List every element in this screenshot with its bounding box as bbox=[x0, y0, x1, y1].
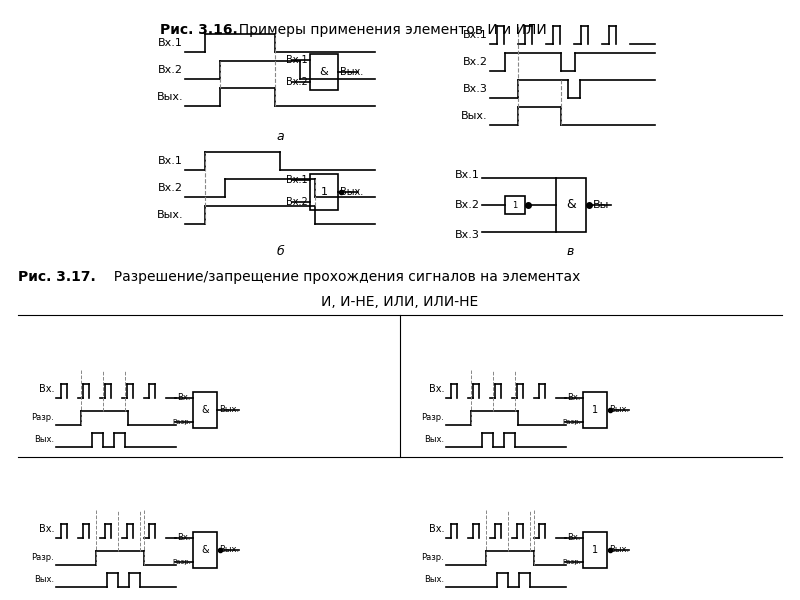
Text: Разр.: Разр. bbox=[562, 419, 581, 425]
Text: Вх.1: Вх.1 bbox=[455, 170, 480, 180]
Text: Рис. 3.16.: Рис. 3.16. bbox=[160, 23, 238, 37]
Text: Вх.: Вх. bbox=[429, 384, 444, 394]
Text: Вы: Вы bbox=[593, 200, 610, 210]
Text: Разр.: Разр. bbox=[31, 413, 54, 422]
Text: а: а bbox=[276, 130, 284, 143]
Text: Разр.: Разр. bbox=[172, 559, 191, 565]
Text: Вх.2: Вх.2 bbox=[158, 183, 183, 193]
Text: Вых.: Вых. bbox=[219, 406, 239, 415]
Text: Вых.: Вых. bbox=[340, 67, 363, 77]
Text: Разр.: Разр. bbox=[31, 553, 54, 563]
Text: Вх.2: Вх.2 bbox=[286, 197, 308, 207]
Text: Вх.2: Вх.2 bbox=[286, 77, 308, 87]
Text: Вх.1: Вх.1 bbox=[158, 38, 183, 48]
Text: Разр.: Разр. bbox=[422, 413, 444, 422]
Text: Вх.3: Вх.3 bbox=[463, 84, 488, 94]
Text: Вых.: Вых. bbox=[156, 210, 183, 220]
Text: 1: 1 bbox=[512, 200, 518, 209]
Text: Вх.: Вх. bbox=[178, 394, 191, 403]
Text: Разр.: Разр. bbox=[172, 419, 191, 425]
Text: Вых.: Вых. bbox=[609, 545, 629, 554]
Text: 1: 1 bbox=[592, 405, 598, 415]
Text: Вх.: Вх. bbox=[178, 533, 191, 542]
Text: Вх.1: Вх.1 bbox=[158, 156, 183, 166]
Text: Вых.: Вых. bbox=[219, 545, 239, 554]
Text: И, И-НЕ, ИЛИ, ИЛИ-НЕ: И, И-НЕ, ИЛИ, ИЛИ-НЕ bbox=[322, 295, 478, 309]
Text: Вх.: Вх. bbox=[567, 533, 581, 542]
Text: Примеры применения элементов И и ИЛИ: Примеры применения элементов И и ИЛИ bbox=[230, 23, 546, 37]
Text: Разр.: Разр. bbox=[562, 559, 581, 565]
Text: Разр.: Разр. bbox=[422, 553, 444, 563]
Text: Вых.: Вых. bbox=[424, 575, 444, 584]
Text: Вх.1: Вх.1 bbox=[286, 175, 308, 185]
Text: Вх.: Вх. bbox=[429, 524, 444, 534]
Text: Вх.3: Вх.3 bbox=[455, 230, 480, 240]
Text: Вх.2: Вх.2 bbox=[463, 57, 488, 67]
Text: в: в bbox=[566, 245, 574, 258]
Text: &: & bbox=[566, 199, 576, 211]
Text: Вх.2: Вх.2 bbox=[455, 200, 480, 210]
Text: Вых.: Вых. bbox=[609, 406, 629, 415]
Bar bbox=[583, 392, 607, 428]
Text: Вх.: Вх. bbox=[38, 524, 54, 534]
Text: &: & bbox=[320, 67, 328, 77]
Text: 1: 1 bbox=[592, 545, 598, 555]
Text: Вых.: Вых. bbox=[156, 92, 183, 102]
Text: Вых.: Вых. bbox=[424, 436, 444, 445]
Text: Вх.1: Вх.1 bbox=[463, 30, 488, 40]
Text: 1: 1 bbox=[321, 187, 327, 197]
Text: Вх.1: Вх.1 bbox=[286, 55, 308, 65]
Bar bbox=[193, 392, 217, 428]
Bar bbox=[193, 532, 217, 568]
Text: Вх.: Вх. bbox=[38, 384, 54, 394]
Text: Вх.: Вх. bbox=[567, 394, 581, 403]
Text: &: & bbox=[201, 405, 209, 415]
Bar bbox=[583, 532, 607, 568]
Text: &: & bbox=[201, 545, 209, 555]
Bar bbox=[310, 174, 338, 210]
Text: Вых.: Вых. bbox=[34, 436, 54, 445]
Text: Рис. 3.17.: Рис. 3.17. bbox=[18, 270, 96, 284]
Text: б: б bbox=[276, 245, 284, 258]
Bar bbox=[556, 178, 586, 232]
Text: Разрешение/запрещение прохождения сигналов на элементах: Разрешение/запрещение прохождения сигнал… bbox=[105, 270, 580, 284]
Text: Вх.2: Вх.2 bbox=[158, 65, 183, 75]
Text: Вых.: Вых. bbox=[34, 575, 54, 584]
Text: Вых.: Вых. bbox=[462, 111, 488, 121]
Bar bbox=[505, 196, 525, 214]
Bar bbox=[310, 54, 338, 90]
Text: Вых.: Вых. bbox=[340, 187, 363, 197]
